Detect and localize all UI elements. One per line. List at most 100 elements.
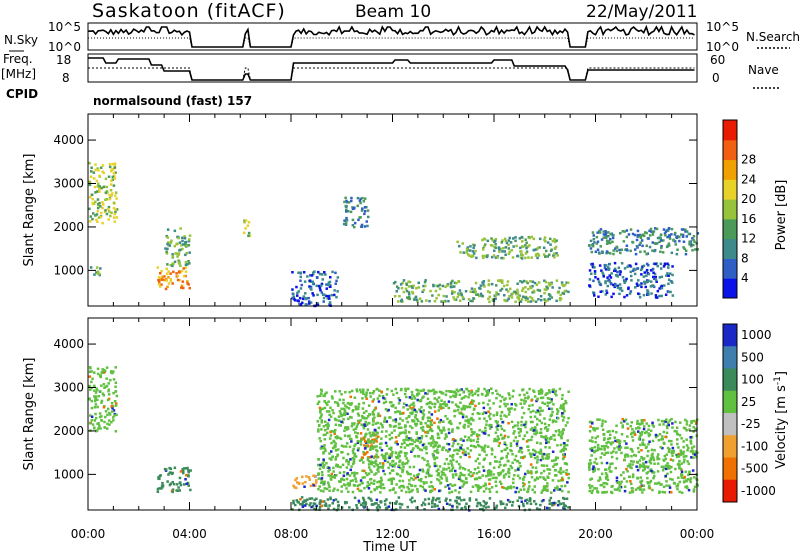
- echo-cell: [494, 480, 497, 483]
- echo-cell: [670, 439, 673, 443]
- echo-cell: [99, 427, 102, 430]
- echo-cell: [496, 424, 499, 428]
- echo-cell: [599, 483, 602, 487]
- echo-cell: [639, 250, 642, 254]
- echo-cell: [94, 168, 97, 172]
- echo-cell: [446, 442, 449, 446]
- echo-cell: [449, 498, 452, 502]
- echo-cell: [497, 473, 501, 477]
- echo-cell: [670, 451, 673, 455]
- echo-cell: [424, 489, 427, 492]
- echo-cell: [351, 479, 355, 482]
- echo-cell: [524, 472, 527, 476]
- echo-cell: [393, 429, 396, 432]
- echo-cell: [486, 254, 489, 257]
- echo-cell: [372, 441, 375, 444]
- echo-cell: [481, 465, 485, 469]
- echo-cell: [381, 425, 384, 429]
- echo-cell: [161, 278, 164, 281]
- echo-cell: [678, 480, 681, 484]
- echo-cell: [507, 475, 511, 478]
- echo-cell: [458, 467, 462, 470]
- echo-cell: [508, 250, 512, 253]
- echo-cell: [502, 486, 506, 490]
- echo-cell: [672, 451, 675, 454]
- echo-cell: [357, 419, 360, 423]
- echo-cell: [481, 238, 484, 242]
- echo-cell: [692, 445, 696, 448]
- echo-cell: [408, 280, 412, 284]
- echo-cell: [616, 284, 619, 288]
- echo-cell: [177, 253, 180, 256]
- echo-cell: [354, 427, 358, 430]
- echo-cell: [344, 411, 347, 415]
- y-tick-label: 4000: [53, 337, 84, 351]
- echo-cell: [428, 401, 432, 405]
- echo-cell: [439, 405, 442, 408]
- echo-cell: [588, 278, 592, 281]
- echo-cell: [554, 389, 558, 393]
- echo-cell: [503, 294, 506, 297]
- echo-cell: [667, 227, 670, 231]
- echo-cell: [186, 280, 189, 283]
- echo-cell: [448, 448, 451, 451]
- echo-cell: [588, 468, 591, 471]
- echo-cell: [540, 500, 544, 503]
- echo-cell: [176, 255, 179, 258]
- echo-cell: [618, 287, 621, 290]
- echo-cell: [409, 425, 412, 428]
- echo-cell: [96, 367, 100, 371]
- echo-cell: [402, 290, 406, 294]
- echo-cell: [187, 244, 191, 247]
- echo-cell: [664, 474, 667, 478]
- echo-cell: [95, 213, 99, 216]
- echo-cell: [366, 224, 369, 228]
- echo-cell: [355, 504, 358, 507]
- echo-cell: [500, 256, 503, 260]
- echo-cell: [106, 398, 110, 402]
- echo-cell: [334, 282, 337, 285]
- echo-cell: [634, 248, 637, 251]
- echo-cell: [376, 468, 379, 471]
- echo-cell: [637, 437, 641, 441]
- echo-cell: [433, 444, 437, 448]
- echo-cell: [479, 508, 482, 511]
- echo-cell: [642, 234, 646, 238]
- echo-cell: [360, 437, 364, 441]
- echo-cell: [653, 249, 656, 253]
- echo-cell: [453, 285, 456, 288]
- echo-cell: [107, 205, 111, 209]
- x-tick-label: 08:00: [274, 527, 309, 541]
- echo-cell: [392, 463, 395, 467]
- echo-cell: [293, 299, 297, 302]
- echo-cell: [667, 450, 671, 453]
- echo-cell: [607, 231, 610, 234]
- echo-cell: [498, 250, 501, 254]
- echo-cell: [319, 499, 322, 502]
- echo-cell: [627, 233, 631, 236]
- echo-cell: [501, 395, 504, 399]
- echo-cell: [553, 256, 556, 259]
- echo-cell: [468, 455, 471, 459]
- echo-cell: [398, 464, 401, 467]
- echo-cell: [476, 434, 479, 438]
- echo-cell: [294, 503, 297, 507]
- echo-cell: [502, 502, 505, 505]
- echo-cell: [592, 428, 595, 431]
- echo-cell: [436, 433, 440, 436]
- echo-cell: [465, 387, 469, 391]
- echo-cell: [588, 269, 592, 272]
- echo-cell: [458, 388, 462, 392]
- echo-cell: [422, 413, 426, 416]
- echo-cell: [413, 408, 417, 412]
- echo-cell: [328, 413, 331, 417]
- echo-cell: [375, 388, 378, 391]
- echo-cell: [556, 485, 559, 488]
- echo-cell: [385, 393, 389, 396]
- echo-cell: [609, 232, 612, 236]
- echo-cell: [476, 440, 479, 443]
- echo-cell: [564, 504, 567, 508]
- echo-cell: [469, 438, 472, 441]
- echo-cell: [405, 461, 409, 465]
- echo-cell: [462, 297, 465, 301]
